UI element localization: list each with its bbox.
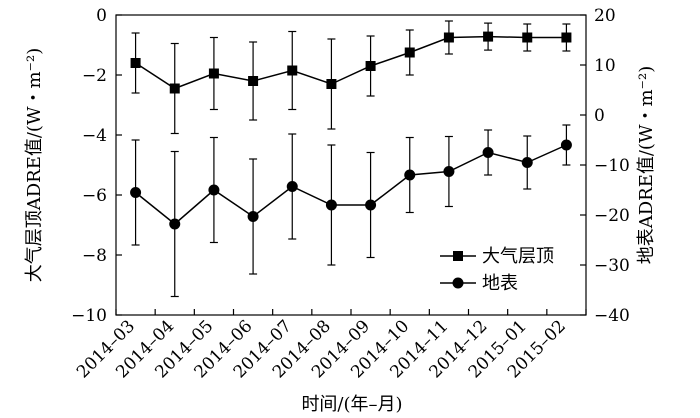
right-y-tick-label: −20: [594, 206, 630, 226]
right-y-axis: 20 10 0 −10 −20 −30 −40: [580, 6, 630, 326]
legend-label-toa: 大气层顶: [482, 246, 554, 267]
data-point-circle: [404, 169, 416, 181]
x-axis: 2014–032014–042014–052014–062014–072014–…: [73, 309, 587, 382]
series-toa: [130, 20, 572, 135]
data-point-square: [248, 76, 259, 86]
data-point-circle: [169, 218, 181, 230]
left-y-axis: 0 −2 −4 −6 −8 −10: [71, 6, 122, 326]
data-point-circle: [130, 187, 142, 198]
data-point-circle: [208, 184, 220, 196]
data-point-circle: [560, 139, 572, 151]
legend-marker-square: [453, 251, 463, 261]
right-y-tick-label: 0: [594, 106, 605, 126]
series-line: [135, 144, 567, 225]
data-point-square: [483, 31, 494, 42]
left-y-tick-label: −6: [82, 186, 107, 206]
data-point-circle: [325, 199, 337, 211]
legend-item-surface: 地表: [440, 273, 518, 294]
data-point-circle: [286, 181, 298, 192]
right-y-tick-label: 10: [594, 56, 616, 76]
left-y-tick-label: −8: [82, 246, 107, 266]
data-point-square: [443, 32, 454, 43]
data-point-square: [326, 79, 337, 89]
right-y-tick-label: 20: [594, 6, 616, 26]
data-point-circle: [247, 211, 259, 222]
right-y-tick-label: −40: [594, 306, 630, 326]
plot-border: [115, 14, 587, 316]
right-y-tick-label: −30: [594, 256, 630, 276]
data-point-square: [404, 47, 415, 58]
left-y-axis-title: 大气层顶ADRE值/(W・m⁻²): [24, 48, 45, 283]
data-point-circle: [521, 157, 533, 168]
series-layer: [130, 20, 572, 298]
legend-item-toa: 大气层顶: [440, 246, 554, 267]
x-axis-title: 时间/(年–月): [301, 394, 402, 415]
data-point-circle: [482, 147, 494, 158]
data-point-square: [365, 61, 376, 71]
series-surface: [130, 124, 572, 298]
data-point-circle: [443, 166, 455, 177]
left-y-tick-label: −10: [71, 306, 107, 326]
series-line: [135, 35, 567, 90]
data-point-square: [561, 32, 572, 43]
right-y-tick-label: −10: [594, 156, 630, 176]
left-y-tick-label: 0: [96, 6, 107, 26]
data-point-square: [208, 68, 219, 79]
data-point-square: [169, 83, 180, 94]
left-y-tick-label: −4: [82, 126, 107, 146]
data-point-square: [287, 65, 298, 76]
legend-label-surface: 地表: [482, 273, 518, 294]
legend: 大气层顶 地表: [440, 246, 554, 294]
data-point-circle: [365, 199, 377, 211]
plot-frame: [115, 14, 587, 316]
data-point-square: [522, 32, 533, 43]
right-y-axis-title: 地表ADRE值/(W・m⁻²): [636, 66, 657, 265]
legend-marker-circle: [452, 277, 464, 289]
data-point-square: [130, 58, 141, 68]
left-y-tick-label: −2: [82, 66, 107, 86]
